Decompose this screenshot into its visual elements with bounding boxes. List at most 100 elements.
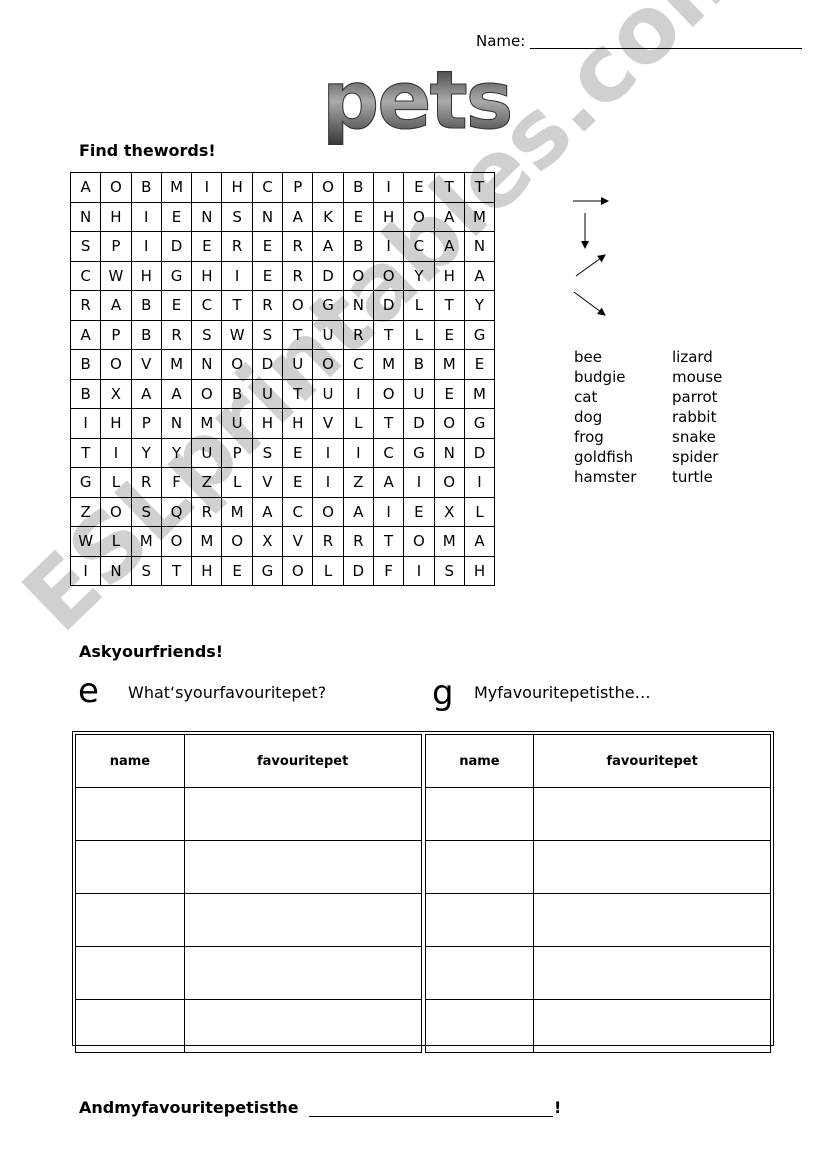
grid-cell[interactable]: X — [433, 496, 465, 527]
grid-cell[interactable]: Y — [130, 437, 162, 468]
grid-cell[interactable]: O — [312, 349, 344, 380]
grid-cell[interactable]: M — [191, 526, 223, 557]
grid-cell[interactable]: B — [130, 290, 162, 321]
grid-cell[interactable]: E — [403, 496, 435, 527]
grid-cell[interactable]: U — [282, 349, 314, 380]
name-cell[interactable] — [424, 999, 535, 1053]
grid-cell[interactable]: L — [403, 290, 435, 321]
grid-cell[interactable]: H — [221, 172, 253, 203]
grid-cell[interactable]: L — [100, 467, 132, 498]
grid-cell[interactable]: P — [100, 319, 132, 350]
grid-cell[interactable]: K — [312, 201, 344, 232]
grid-cell[interactable]: S — [251, 319, 284, 350]
grid-cell[interactable]: S — [433, 555, 465, 586]
grid-cell[interactable]: U — [251, 378, 284, 409]
grid-cell[interactable]: S — [251, 437, 284, 468]
grid-cell[interactable]: W — [100, 260, 132, 291]
grid-cell[interactable]: A — [160, 378, 193, 409]
grid-cell[interactable]: R — [160, 319, 193, 350]
grid-cell[interactable]: T — [221, 290, 253, 321]
grid-cell[interactable]: G — [312, 290, 344, 321]
grid-cell[interactable]: I — [463, 467, 496, 498]
grid-cell[interactable]: T — [282, 378, 314, 409]
favourite-pet-cell[interactable] — [183, 893, 422, 947]
grid-cell[interactable]: V — [312, 408, 344, 439]
grid-cell[interactable]: R — [191, 496, 223, 527]
name-cell[interactable] — [424, 893, 535, 947]
grid-cell[interactable]: M — [191, 408, 223, 439]
grid-cell[interactable]: N — [100, 555, 132, 586]
grid-cell[interactable]: H — [191, 260, 223, 291]
grid-cell[interactable]: E — [433, 378, 465, 409]
grid-cell[interactable]: N — [342, 290, 374, 321]
grid-cell[interactable]: O — [372, 260, 405, 291]
grid-cell[interactable]: O — [282, 290, 314, 321]
grid-cell[interactable]: O — [403, 201, 435, 232]
name-cell[interactable] — [75, 840, 185, 894]
favourite-pet-cell[interactable] — [183, 840, 422, 894]
grid-cell[interactable]: E — [463, 349, 496, 380]
grid-cell[interactable]: T — [69, 437, 102, 468]
grid-cell[interactable]: S — [191, 319, 223, 350]
grid-cell[interactable]: U — [403, 378, 435, 409]
grid-cell[interactable]: O — [221, 526, 253, 557]
grid-cell[interactable]: M — [160, 349, 193, 380]
grid-cell[interactable]: I — [312, 437, 344, 468]
grid-cell[interactable]: X — [251, 526, 284, 557]
grid-cell[interactable]: T — [433, 172, 465, 203]
grid-cell[interactable]: C — [191, 290, 223, 321]
grid-cell[interactable]: O — [342, 260, 374, 291]
grid-cell[interactable]: W — [221, 319, 253, 350]
name-cell[interactable] — [424, 840, 535, 894]
grid-cell[interactable]: C — [69, 260, 102, 291]
grid-cell[interactable]: M — [433, 349, 465, 380]
grid-cell[interactable]: O — [191, 378, 223, 409]
grid-cell[interactable]: A — [69, 319, 102, 350]
grid-cell[interactable]: U — [191, 437, 223, 468]
grid-cell[interactable]: S — [130, 496, 162, 527]
grid-cell[interactable]: E — [403, 172, 435, 203]
grid-cell[interactable]: S — [69, 231, 102, 262]
grid-cell[interactable]: N — [251, 201, 284, 232]
grid-cell[interactable]: B — [130, 172, 162, 203]
grid-cell[interactable]: T — [372, 408, 405, 439]
grid-cell[interactable]: E — [191, 231, 223, 262]
grid-cell[interactable]: M — [372, 349, 405, 380]
grid-cell[interactable]: N — [69, 201, 102, 232]
grid-cell[interactable]: O — [312, 172, 344, 203]
grid-cell[interactable]: S — [130, 555, 162, 586]
grid-cell[interactable]: B — [130, 319, 162, 350]
grid-cell[interactable]: G — [251, 555, 284, 586]
name-cell[interactable] — [75, 999, 185, 1053]
grid-cell[interactable]: O — [312, 496, 344, 527]
grid-cell[interactable]: A — [312, 231, 344, 262]
name-cell[interactable] — [75, 893, 185, 947]
grid-cell[interactable]: A — [463, 260, 496, 291]
grid-cell[interactable]: I — [372, 496, 405, 527]
grid-cell[interactable]: E — [342, 201, 374, 232]
grid-cell[interactable]: A — [433, 201, 465, 232]
grid-cell[interactable]: A — [433, 231, 465, 262]
grid-cell[interactable]: R — [69, 290, 102, 321]
grid-cell[interactable]: M — [221, 496, 253, 527]
grid-cell[interactable]: L — [342, 408, 374, 439]
grid-cell[interactable]: V — [130, 349, 162, 380]
grid-cell[interactable]: A — [463, 526, 496, 557]
grid-cell[interactable]: Z — [342, 467, 374, 498]
grid-cell[interactable]: O — [433, 408, 465, 439]
grid-cell[interactable]: R — [130, 467, 162, 498]
grid-cell[interactable]: U — [312, 319, 344, 350]
grid-cell[interactable]: I — [403, 555, 435, 586]
grid-cell[interactable]: U — [221, 408, 253, 439]
grid-cell[interactable]: Z — [191, 467, 223, 498]
grid-cell[interactable]: T — [160, 555, 193, 586]
grid-cell[interactable]: C — [251, 172, 284, 203]
favourite-pet-cell[interactable] — [183, 946, 422, 1000]
grid-cell[interactable]: G — [403, 437, 435, 468]
grid-cell[interactable]: I — [403, 467, 435, 498]
grid-cell[interactable]: T — [372, 526, 405, 557]
grid-cell[interactable]: A — [251, 496, 284, 527]
grid-cell[interactable]: L — [463, 496, 496, 527]
grid-cell[interactable]: A — [342, 496, 374, 527]
grid-cell[interactable]: B — [69, 349, 102, 380]
